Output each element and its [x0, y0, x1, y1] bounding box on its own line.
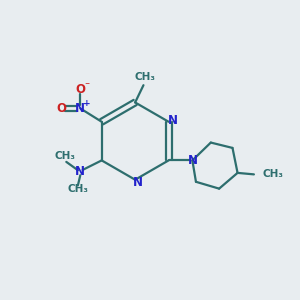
Text: O: O [75, 83, 85, 97]
Text: CH₃: CH₃ [68, 184, 88, 194]
Text: CH₃: CH₃ [54, 151, 75, 161]
Text: +: + [83, 98, 91, 107]
Text: N: N [188, 154, 197, 167]
Text: N: N [133, 176, 142, 189]
Text: ⁻: ⁻ [84, 81, 89, 91]
Text: O: O [56, 102, 66, 115]
Text: N: N [75, 102, 85, 115]
Text: N: N [167, 114, 178, 128]
Text: N: N [75, 165, 85, 178]
Text: CH₃: CH₃ [134, 72, 155, 82]
Text: CH₃: CH₃ [262, 169, 283, 179]
